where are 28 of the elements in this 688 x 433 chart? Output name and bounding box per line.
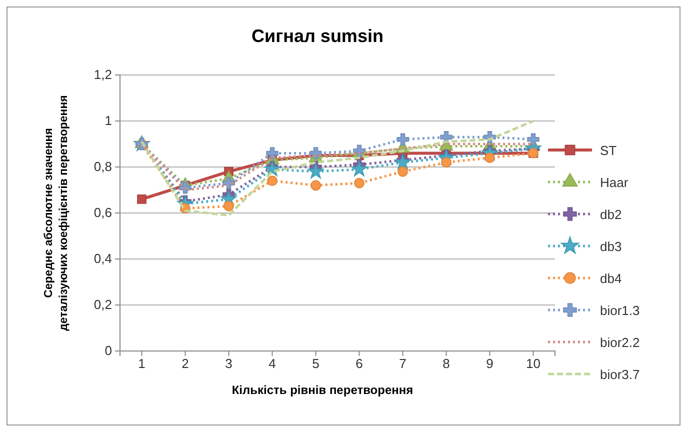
x-tick-label: 4	[268, 356, 276, 372]
legend-label: ST	[600, 143, 617, 158]
chart-title: Сигнал sumsin	[252, 26, 384, 46]
y-tick-label: 0,2	[94, 297, 112, 312]
legend-label: Haar	[600, 175, 629, 190]
x-tick-label: 2	[182, 356, 189, 372]
x-tick-label: 6	[356, 356, 363, 372]
legend-label: bior3.7	[600, 367, 640, 382]
legend-label: bior2.2	[600, 335, 640, 350]
y-tick-label: 1,2	[94, 67, 112, 82]
x-tick-label: 7	[399, 356, 406, 372]
x-tick-label: 10	[526, 356, 540, 372]
x-tick-label: 8	[442, 356, 450, 372]
legend-label: db4	[600, 271, 622, 286]
x-tick-label: 9	[486, 356, 494, 372]
y-tick-label: 0,6	[94, 205, 112, 220]
y-tick-label: 1	[104, 113, 112, 128]
x-tick-label: 3	[225, 356, 232, 372]
legend-label: db3	[600, 239, 622, 254]
legend-label: bior1.3	[600, 303, 640, 318]
legend-label: db2	[600, 207, 622, 222]
y-tick-label: 0,4	[94, 251, 112, 266]
x-axis-title: Кількість рівнів перетворення	[232, 383, 414, 397]
x-tick-label: 5	[312, 356, 320, 372]
y-axis-title: Середнє абсолютне значення деталізуючих коефіцієнтів перетворення	[43, 95, 70, 331]
y-tick-label: 0,8	[94, 159, 112, 174]
x-tick-label: 1	[138, 356, 146, 372]
y-tick-label: 0	[104, 343, 112, 358]
